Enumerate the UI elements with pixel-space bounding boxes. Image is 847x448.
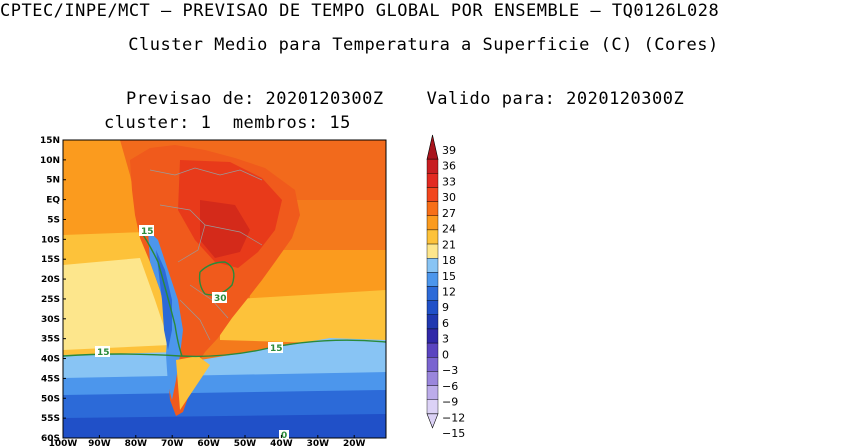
contour-label-box <box>212 292 227 303</box>
colorbar-segment <box>426 215 439 231</box>
longitude-label: 80W <box>125 439 148 448</box>
longitude-label: 40W <box>270 439 293 448</box>
colorbar-label: 24 <box>442 223 456 236</box>
map-frame <box>62 139 387 439</box>
patagonia-warm <box>176 356 210 410</box>
longitude-label: 30W <box>307 439 330 448</box>
latitude-label: 15N <box>40 136 60 146</box>
header-title: CPTEC/INPE/MCT – PREVISAO DE TEMPO GLOBA… <box>0 1 720 21</box>
colorbar-segment <box>426 158 439 174</box>
latitude-label: 10S <box>41 235 60 245</box>
colorbar-label: −9 <box>442 396 458 409</box>
colorbar-segment <box>426 357 439 372</box>
contour-15-andes <box>139 229 183 357</box>
latitude-label: 15S <box>41 255 60 265</box>
colorbar-label: 18 <box>442 254 456 267</box>
temperature-field <box>63 140 386 438</box>
longitude-label: 70W <box>161 439 184 448</box>
east-pacific-warm <box>63 140 146 235</box>
latitude-label: 40S <box>41 355 60 365</box>
colorbar-segment <box>426 201 439 216</box>
longitude-label: 20W <box>343 439 366 448</box>
colorbar-label: 6 <box>442 317 449 330</box>
andes-cold-core <box>156 250 172 350</box>
contour-30-interior <box>198 261 235 296</box>
contour-label: 15 <box>97 348 110 358</box>
contour-label-box <box>268 342 283 353</box>
colorbar-segment <box>426 371 439 386</box>
longitude-label: 50W <box>234 439 257 448</box>
contour-label-box <box>95 346 110 357</box>
colorbar-label: −3 <box>442 364 458 377</box>
atlantic-mid-lat <box>220 290 386 345</box>
cluster-members-line: cluster: 1 membros: 15 <box>104 113 351 133</box>
colorbar-segment <box>426 243 439 259</box>
forecast-validity-line: Previsao de: 2020120300Z Valido para: 20… <box>126 89 685 109</box>
contour-label: 30 <box>214 294 227 304</box>
latitude-label: 5S <box>47 215 60 225</box>
latitude-labels: 15N 10N 5N EQ 5S 10S 15S 20S 25S 30S 35S 40S 45S 50S 5… <box>40 136 66 444</box>
latitude-label: 35S <box>41 335 60 345</box>
latitude-label: 50S <box>41 394 60 404</box>
colorbar-segment <box>426 173 439 188</box>
latitude-label: 10N <box>40 156 60 166</box>
colorbar-segment <box>426 385 439 400</box>
longitude-label: 60W <box>197 439 220 448</box>
colorbar-segment <box>426 187 439 202</box>
colorbar-label: −15 <box>442 427 465 440</box>
contour-label: 0 <box>281 431 287 441</box>
latitude-label: 60S <box>41 434 60 444</box>
colorbar-segment <box>426 399 439 415</box>
colorbar-segment <box>426 328 439 344</box>
colorbar-segment <box>426 229 439 245</box>
latitude-label: 30S <box>41 315 60 325</box>
colorbar-label: 39 <box>442 144 456 157</box>
contour-label: 15 <box>141 227 154 237</box>
colorbar-segment <box>426 342 439 358</box>
header-subtitle: Cluster Medio para Temperatura a Superfi… <box>128 35 719 55</box>
colorbar-label: 30 <box>442 191 456 204</box>
contour-lines <box>63 229 386 358</box>
contour-label-box <box>279 430 289 439</box>
colorbar-label: 15 <box>442 270 456 283</box>
andes-cool-strip <box>148 230 183 400</box>
longitude-label: 90W <box>88 439 111 448</box>
contour-label: 15 <box>270 344 283 354</box>
colorbar-label: 12 <box>442 286 456 299</box>
contour-15-south <box>63 339 386 358</box>
latitude-label: 55S <box>41 414 60 424</box>
latitude-label: 25S <box>41 295 60 305</box>
colorbar-bottom-arrow <box>426 413 439 429</box>
latitude-label: 5N <box>46 176 60 186</box>
colorbar-segment <box>426 314 439 330</box>
pacific-pale <box>63 258 170 350</box>
colorbar-label: 36 <box>442 160 456 173</box>
contour-label-box <box>139 225 154 236</box>
colorbar-segment <box>426 258 439 273</box>
colorbar-label: 27 <box>442 207 456 220</box>
colorbar-label: 3 <box>442 333 449 346</box>
longitude-label: 100W <box>49 439 78 448</box>
colorbar-segment <box>426 300 439 315</box>
colorbar-label: 33 <box>442 175 456 188</box>
colorbar-label: −6 <box>442 380 458 393</box>
longitude-labels: 100W 90W 80W 70W 60W 50W 40W 30W 20W <box>49 435 366 448</box>
colorbar-label: 9 <box>442 301 449 314</box>
colorbar-segment <box>426 286 439 301</box>
colorbar-label: 21 <box>442 238 456 251</box>
colorbar-label: 0 <box>442 348 449 361</box>
latitude-label: EQ <box>46 196 60 206</box>
colorbar-top-arrow <box>426 134 439 160</box>
colorbar-segment <box>426 272 439 287</box>
contour-label-group: 15 15 30 15 0 <box>95 225 289 441</box>
latitude-label: 45S <box>41 374 60 384</box>
colorbar-label: −12 <box>442 411 465 424</box>
southern-6-band <box>63 414 386 438</box>
latitude-label: 20S <box>41 275 60 285</box>
